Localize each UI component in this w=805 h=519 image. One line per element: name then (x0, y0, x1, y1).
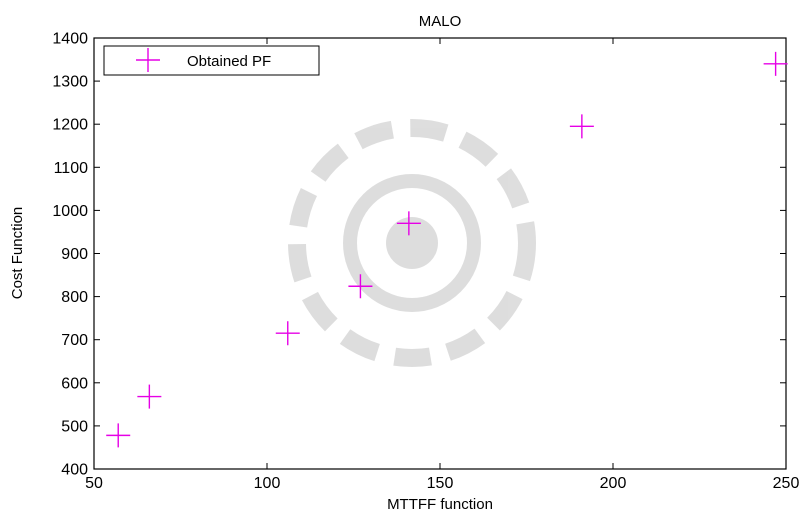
y-tick-label: 800 (61, 289, 88, 306)
plot-area (93, 37, 787, 470)
x-axis-ticks: 50 100 150 200 250 (85, 38, 799, 492)
y-tick-label: 1300 (52, 74, 88, 91)
legend: Obtained PF (103, 45, 320, 76)
x-tick-label: 200 (600, 475, 627, 492)
y-tick-label: 1200 (52, 117, 88, 134)
x-tick-label: 250 (773, 475, 800, 492)
y-tick-label: 400 (61, 462, 88, 479)
data-point-marker (569, 114, 594, 139)
y-tick-label: 700 (61, 332, 88, 349)
legend-marker-symbol (136, 48, 160, 72)
chart-title: MALO (419, 13, 462, 30)
data-point-marker (396, 211, 421, 236)
x-tick-label: 50 (85, 475, 103, 492)
y-axis-label: Cost Function (9, 207, 26, 300)
x-tick-label: 100 (254, 475, 281, 492)
legend-marker-plus (136, 48, 160, 72)
data-point-marker (106, 423, 131, 448)
x-axis-label: MTTFF function (387, 496, 493, 513)
x-tick-label: 150 (427, 475, 454, 492)
y-tick-label: 600 (61, 375, 88, 392)
y-tick-label: 1000 (52, 203, 88, 220)
watermark-emblem (288, 119, 536, 367)
y-axis-ticks: 400 500 600 700 800 900 1000 1100 1200 1300 1400 (52, 31, 786, 479)
y-tick-label: 1100 (54, 160, 89, 177)
y-tick-label: 900 (61, 246, 88, 263)
data-series-obtained-pf (106, 51, 788, 448)
data-point-marker (348, 274, 373, 299)
data-point-marker (137, 384, 162, 409)
data-point-marker (763, 51, 788, 76)
data-point-marker (275, 321, 300, 346)
y-tick-label: 1400 (52, 31, 88, 48)
y-tick-label: 500 (61, 418, 88, 435)
legend-label-obtained-pf: Obtained PF (187, 53, 271, 70)
